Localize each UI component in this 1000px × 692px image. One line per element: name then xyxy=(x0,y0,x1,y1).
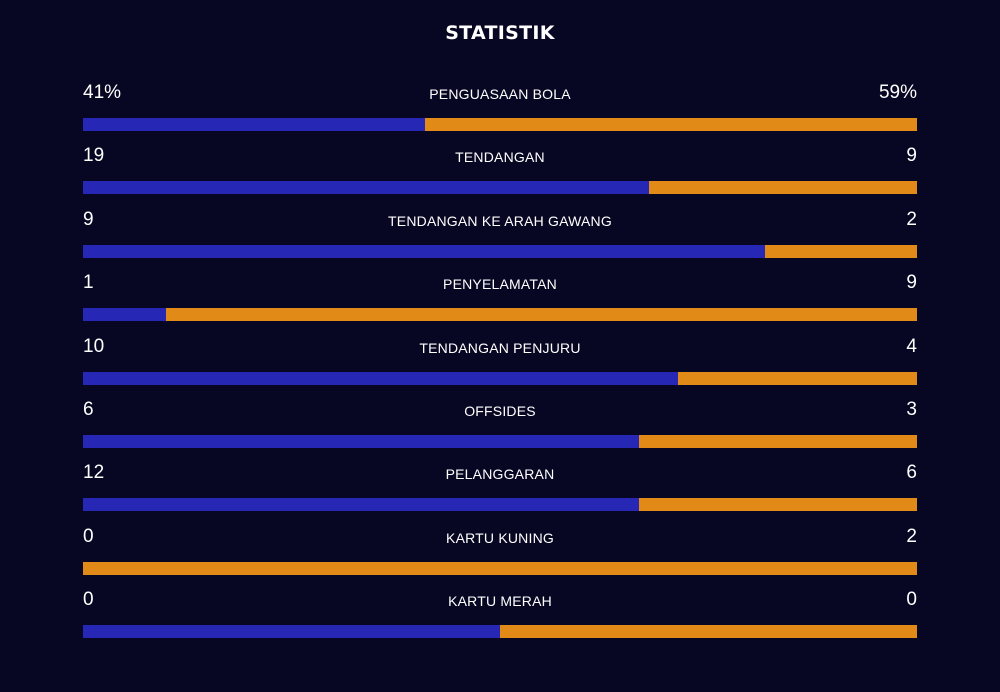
home-value: 0 xyxy=(83,589,94,611)
away-bar-segment xyxy=(639,434,917,448)
panel-title: STATISTIK xyxy=(445,22,555,44)
home-bar-segment xyxy=(83,244,766,258)
away-value: 9 xyxy=(906,145,917,167)
away-value: 9 xyxy=(906,272,917,294)
stat-bar xyxy=(83,371,917,385)
stat-label: KARTU KUNING xyxy=(446,529,554,546)
home-bar-segment xyxy=(83,371,679,385)
home-value: 10 xyxy=(83,335,105,357)
stat-bar xyxy=(83,308,917,322)
away-bar-segment xyxy=(424,118,917,131)
away-value: 3 xyxy=(906,398,917,420)
stat-bar xyxy=(83,118,917,131)
away-value: 0 xyxy=(906,589,917,611)
away-bar-segment xyxy=(639,498,917,512)
home-bar-segment xyxy=(83,308,167,322)
home-bar-segment xyxy=(83,625,500,639)
stat-row: 19 TENDANGAN 9 xyxy=(83,143,917,206)
away-bar-segment xyxy=(678,371,917,385)
away-bar-segment xyxy=(765,244,917,258)
home-value: 1 xyxy=(83,272,94,294)
away-bar-segment xyxy=(83,561,917,575)
stat-row: 6 OFFSIDES 3 xyxy=(83,397,917,460)
stat-bar xyxy=(83,181,917,195)
home-value: 0 xyxy=(83,525,94,547)
stat-row: 0 KARTU MERAH 0 xyxy=(83,587,917,650)
away-value: 59% xyxy=(878,82,917,103)
home-bar-segment xyxy=(83,181,650,195)
stat-label: PENGUASAAN BOLA xyxy=(429,86,571,102)
home-value: 41% xyxy=(83,82,122,103)
stats-list: 41% PENGUASAAN BOLA 59% 19 TENDANGAN 9 9 TENDAN… xyxy=(83,80,917,651)
stat-row: 41% PENGUASAAN BOLA 59% xyxy=(83,80,917,143)
home-bar-segment xyxy=(83,118,425,131)
stat-bar xyxy=(83,625,917,639)
stat-label: TENDANGAN xyxy=(455,149,545,166)
stat-row: 12 PELANGGARAN 6 xyxy=(83,460,917,523)
stat-bar xyxy=(83,561,917,575)
home-value: 6 xyxy=(83,398,94,420)
away-bar-segment xyxy=(166,308,917,322)
away-value: 6 xyxy=(906,462,917,484)
stat-row: 1 PENYELAMATAN 9 xyxy=(83,270,917,333)
stat-bar xyxy=(83,244,917,258)
away-value: 2 xyxy=(906,208,917,230)
stat-row: 10 TENDANGAN PENJURU 4 xyxy=(83,334,917,397)
home-value: 12 xyxy=(83,462,105,484)
stat-bar xyxy=(83,498,917,512)
stat-label: TENDANGAN KE ARAH GAWANG xyxy=(388,212,612,229)
stat-row: 9 TENDANGAN KE ARAH GAWANG 2 xyxy=(83,207,917,270)
stat-label: PELANGGARAN xyxy=(445,466,555,483)
stat-bar xyxy=(83,434,917,448)
home-bar-segment xyxy=(83,498,640,512)
away-bar-segment xyxy=(500,625,917,639)
away-bar-segment xyxy=(649,181,917,195)
stat-label: PENYELAMATAN xyxy=(443,276,557,293)
stat-label: KARTU MERAH xyxy=(448,593,552,610)
stat-row: 0 KARTU KUNING 2 xyxy=(83,524,917,587)
away-value: 4 xyxy=(906,335,917,357)
home-value: 19 xyxy=(83,145,105,167)
away-value: 2 xyxy=(906,525,917,547)
home-value: 9 xyxy=(83,208,94,230)
home-bar-segment xyxy=(83,434,640,448)
stat-label: TENDANGAN PENJURU xyxy=(419,339,581,356)
stat-label: OFFSIDES xyxy=(464,402,536,419)
